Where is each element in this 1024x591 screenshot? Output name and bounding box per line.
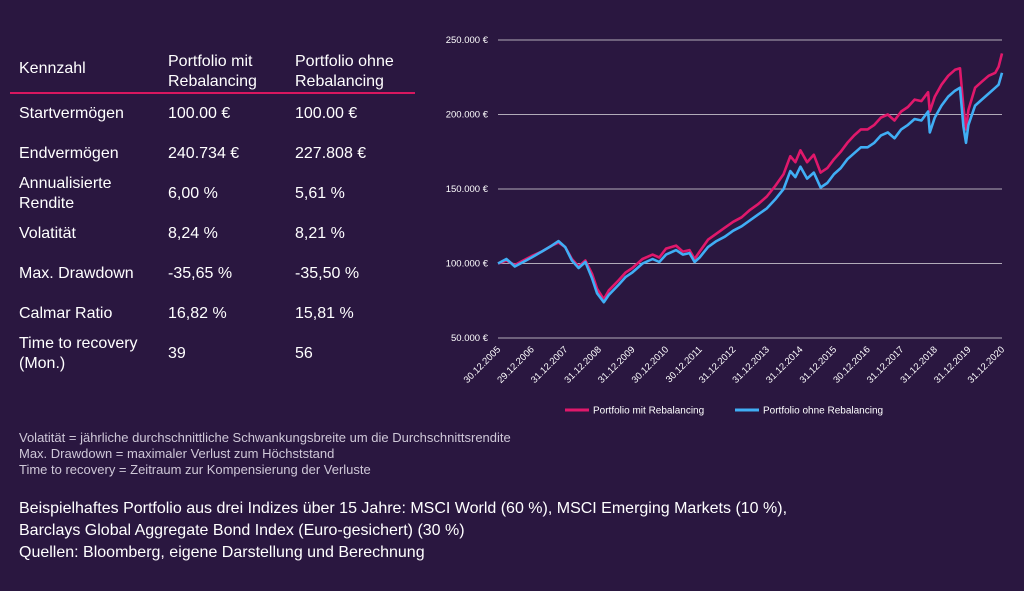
metric-value-ohne: 8,21 % (295, 225, 345, 242)
series-line-ohne-rebalancing (497, 72, 1004, 304)
table-row: Startvermögen 100.00 € 100.00 € (10, 93, 415, 134)
metric-value-mit: 8,24 % (168, 225, 218, 242)
metric-value-mit: 39 (168, 345, 186, 362)
series-line-mit-rebalancing (497, 53, 1004, 301)
metric-label: Endvermögen (19, 145, 119, 162)
definitions-notes: Volatität = jährliche durchschnittliche … (19, 430, 511, 478)
note-volatility: Volatität = jährliche durchschnittliche … (19, 430, 511, 445)
note-drawdown: Max. Drawdown = maximaler Verlust zum Hö… (19, 446, 335, 461)
metric-value-ohne: 227.808 € (295, 145, 367, 162)
note-recovery: Time to recovery = Zeitraum zur Kompensi… (19, 462, 371, 477)
header-ohne-rebalancing: Portfolio ohne Rebalancing (295, 53, 394, 90)
y-tick-label: 50.000 € (451, 333, 489, 344)
metric-value-ohne: 56 (295, 345, 313, 362)
metric-label: Time to recovery (Mon.) (19, 335, 138, 372)
header-mit-rebalancing: Portfolio mit Rebalancing (168, 53, 257, 90)
footer-line: Barclays Global Aggregate Bond Index (Eu… (19, 522, 465, 539)
y-tick-label: 150.000 € (446, 184, 489, 195)
metric-value-ohne: 15,81 % (295, 305, 354, 322)
table-row: Calmar Ratio 16,82 % 15,81 % (10, 294, 415, 334)
metric-label: Volatität (19, 225, 76, 242)
y-tick-label: 200.000 € (446, 110, 489, 121)
metric-label: Startvermögen (19, 105, 124, 122)
metric-value-ohne: 5,61 % (295, 185, 345, 202)
metric-label: Max. Drawdown (19, 265, 134, 282)
table-row: Max. Drawdown -35,65 % -35,50 % (10, 254, 415, 294)
table-row: Time to recovery (Mon.) 39 56 (10, 334, 415, 374)
table-header-row: Kennzahl Portfolio mit Rebalancing Portf… (10, 36, 415, 93)
y-tick-label: 250.000 € (446, 35, 489, 46)
metric-label: Annualisierte Rendite (19, 175, 112, 212)
metric-value-ohne: 100.00 € (295, 105, 358, 122)
metric-value-mit: 6,00 % (168, 185, 218, 202)
table-row: Annualisierte Rendite 6,00 % 5,61 % (10, 174, 415, 214)
performance-line-chart: 50.000 € 100.000 € 150.000 € 200.000 € 250.0… (446, 35, 1007, 417)
portfolio-footer: Beispielhaftes Portfolio aus drei Indize… (19, 498, 787, 564)
metric-value-mit: 16,82 % (168, 305, 227, 322)
metric-value-mit: -35,65 % (168, 265, 233, 282)
table-row: Volatität 8,24 % 8,21 % (10, 214, 415, 254)
metric-value-mit: 240.734 € (168, 145, 240, 162)
metric-label: Calmar Ratio (19, 305, 113, 322)
table-row: Endvermögen 240.734 € 227.808 € (10, 134, 415, 174)
metric-value-ohne: -35,50 % (295, 265, 360, 282)
metric-value-mit: 100.00 € (168, 105, 231, 122)
header-kennzahl: Kennzahl (19, 60, 86, 77)
legend-label: Portfolio ohne Rebalancing (763, 406, 883, 417)
y-tick-label: 100.000 € (446, 259, 489, 270)
metrics-table-container: Kennzahl Portfolio mit Rebalancing Portf… (10, 36, 420, 374)
metrics-table: Kennzahl Portfolio mit Rebalancing Portf… (10, 36, 415, 374)
legend-label: Portfolio mit Rebalancing (593, 406, 704, 417)
footer-line: Beispielhaftes Portfolio aus drei Indize… (19, 500, 788, 517)
footer-sources: Quellen: Bloomberg, eigene Darstellung u… (19, 544, 425, 561)
